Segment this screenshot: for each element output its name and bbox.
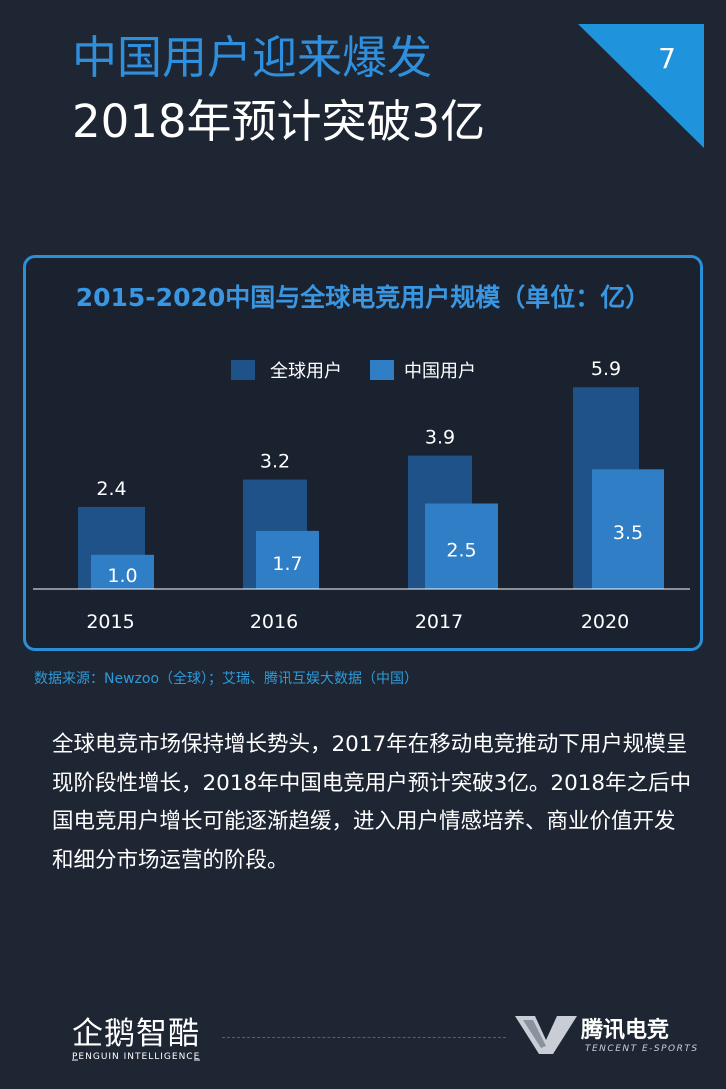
x-tick-label: 2015: [86, 611, 134, 633]
china-data-label: 1.0: [107, 565, 137, 587]
legend-label-global: 全球用户: [270, 361, 342, 382]
chart-title: 2015-2020中国与全球电竞用户规模（单位：亿）: [75, 283, 651, 312]
china-bar: [256, 530, 319, 589]
china-bar: [91, 554, 154, 589]
x-tick-label: 2020: [581, 611, 629, 633]
corner-triangle-icon: [578, 24, 704, 148]
tencent-esports-logo: 腾讯电竞 TENCENT E-SPORTS: [515, 1010, 697, 1066]
global-data-label: 2.4: [96, 478, 126, 500]
data-source: 数据来源：Newzoo（全球）；艾瑞、腾讯互娱大数据（中国）: [34, 671, 419, 687]
china-bar: [425, 503, 498, 589]
footer-divider: [222, 1037, 506, 1038]
china-data-label: 3.5: [613, 522, 643, 544]
legend-swatch-china: [370, 360, 394, 380]
global-data-label: 3.2: [260, 451, 290, 473]
bar-chart: 2.4 1.0 2015 3.2 1.7 2016 3.9 2.5 2017 5.9 3.5 2020…: [33, 358, 690, 633]
legend-label-china: 中国用户: [404, 361, 476, 382]
penguin-logo-text: 企鹅智酷: [72, 1016, 200, 1052]
penguin-logo-subtext: PENGUIN INTELLIGENCE: [72, 1052, 201, 1062]
china-data-label: 1.7: [272, 553, 302, 575]
page-number: 7: [658, 42, 676, 75]
page-title-line1: 中国用户迎来爆发: [72, 31, 433, 84]
china-bar: [592, 469, 664, 589]
tencent-logo-subtext: TENCENT E-SPORTS: [585, 1044, 699, 1054]
penguin-intelligence-logo: 企鹅智酷 PENGUIN INTELLIGENCE: [72, 1008, 200, 1066]
body-paragraph: 全球电竞市场保持增长势头，2017年在移动电竞推动下用户规模呈现阶段性增长，20…: [52, 732, 692, 873]
tencent-logo-text: 腾讯电竞: [581, 1018, 670, 1043]
logo-rule-icon: [72, 1059, 200, 1061]
page-title-line2: 2018年预计突破3亿: [72, 95, 486, 148]
x-tick-label: 2016: [250, 611, 298, 633]
china-data-label: 2.5: [446, 539, 476, 561]
x-tick-label: 2017: [415, 611, 463, 633]
global-data-label: 3.9: [425, 427, 455, 449]
global-data-label: 5.9: [591, 358, 621, 380]
tencent-v-icon: [515, 1016, 577, 1054]
legend-swatch-global: [231, 360, 255, 380]
